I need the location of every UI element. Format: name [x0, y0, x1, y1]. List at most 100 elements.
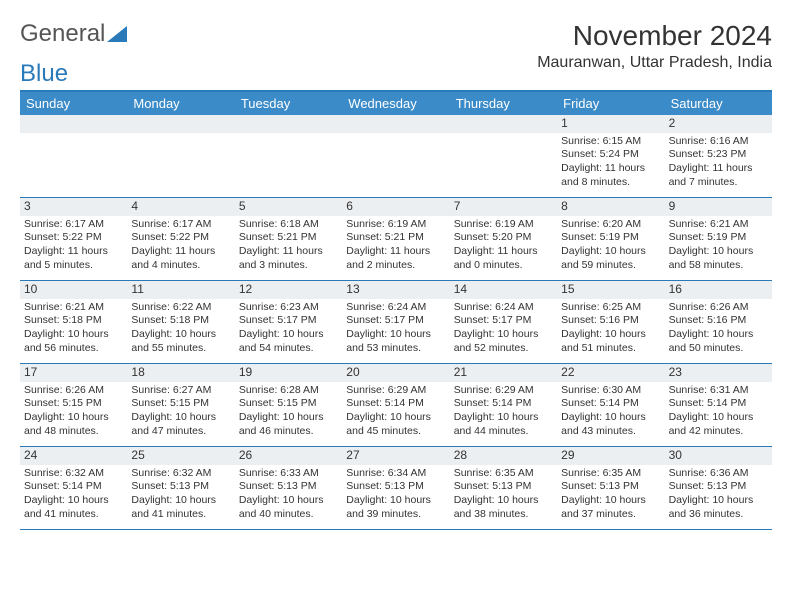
month-title: November 2024 [537, 20, 772, 52]
sunrise-text: Sunrise: 6:16 AM [669, 135, 768, 149]
daylight-text: Daylight: 11 hours [669, 162, 768, 176]
daylight-text: and 46 minutes. [239, 425, 338, 439]
daylight-text: Daylight: 10 hours [131, 411, 230, 425]
day-number: 3 [20, 198, 127, 216]
sunrise-text: Sunrise: 6:20 AM [561, 218, 660, 232]
sunrise-text: Sunrise: 6:29 AM [346, 384, 445, 398]
dayname-mon: Monday [127, 92, 234, 115]
sunrise-text: Sunrise: 6:24 AM [346, 301, 445, 315]
sunset-text: Sunset: 5:17 PM [454, 314, 553, 328]
sunrise-text: Sunrise: 6:28 AM [239, 384, 338, 398]
week-row: 1Sunrise: 6:15 AMSunset: 5:24 PMDaylight… [20, 115, 772, 198]
dayname-tue: Tuesday [235, 92, 342, 115]
daylight-text: Daylight: 10 hours [346, 328, 445, 342]
sunset-text: Sunset: 5:18 PM [24, 314, 123, 328]
day-number: 27 [342, 447, 449, 465]
sunset-text: Sunset: 5:14 PM [454, 397, 553, 411]
daylight-text: Daylight: 10 hours [24, 494, 123, 508]
daylight-text: Daylight: 10 hours [239, 494, 338, 508]
sunrise-text: Sunrise: 6:32 AM [24, 467, 123, 481]
sunrise-text: Sunrise: 6:26 AM [669, 301, 768, 315]
day-number: 20 [342, 364, 449, 382]
sunrise-text: Sunrise: 6:27 AM [131, 384, 230, 398]
sunrise-text: Sunrise: 6:15 AM [561, 135, 660, 149]
daylight-text: and 0 minutes. [454, 259, 553, 273]
day-number: 5 [235, 198, 342, 216]
day-cell: 18 Sunrise: 6:27 AMSunset: 5:15 PMDayligh… [127, 364, 234, 446]
daylight-text: Daylight: 10 hours [669, 494, 768, 508]
day-cell: 9Sunrise: 6:21 AMSunset: 5:19 PMDaylight… [665, 198, 772, 280]
logo-triangle-icon [107, 26, 127, 42]
daylight-text: and 48 minutes. [24, 425, 123, 439]
sunset-text: Sunset: 5:15 PM [131, 397, 230, 411]
daylight-text: and 39 minutes. [346, 508, 445, 522]
daylight-text: Daylight: 10 hours [561, 328, 660, 342]
logo: General [20, 20, 127, 48]
sunset-text: Sunset: 5:14 PM [669, 397, 768, 411]
day-cell: 2Sunrise: 6:16 AMSunset: 5:23 PMDaylight… [665, 115, 772, 197]
daylight-text: and 40 minutes. [239, 508, 338, 522]
empty-daynum [127, 115, 234, 133]
daylight-text: and 47 minutes. [131, 425, 230, 439]
day-cell: 21Sunrise: 6:29 AMSunset: 5:14 PMDayligh… [450, 364, 557, 446]
daylight-text: and 54 minutes. [239, 342, 338, 356]
sunset-text: Sunset: 5:17 PM [239, 314, 338, 328]
sunrise-text: Sunrise: 6:30 AM [561, 384, 660, 398]
daylight-text: and 55 minutes. [131, 342, 230, 356]
day-cell: 23Sunrise: 6:31 AMSunset: 5:14 PMDayligh… [665, 364, 772, 446]
day-number: 24 [20, 447, 127, 465]
day-cell: 4Sunrise: 6:17 AMSunset: 5:22 PMDaylight… [127, 198, 234, 280]
day-cell: 15Sunrise: 6:25 AMSunset: 5:16 PMDayligh… [557, 281, 664, 363]
week-row: 17Sunrise: 6:26 AMSunset: 5:15 PMDayligh… [20, 364, 772, 447]
daylight-text: Daylight: 11 hours [239, 245, 338, 259]
day-cell: 8Sunrise: 6:20 AMSunset: 5:19 PMDaylight… [557, 198, 664, 280]
sunrise-text: Sunrise: 6:23 AM [239, 301, 338, 315]
day-number: 10 [20, 281, 127, 299]
sunrise-text: Sunrise: 6:36 AM [669, 467, 768, 481]
day-cell: 24 Sunrise: 6:32 AMSunset: 5:14 PMDayligh… [20, 447, 127, 529]
day-number: 18 [127, 364, 234, 382]
empty-cell [235, 115, 342, 197]
daylight-text: Daylight: 10 hours [346, 494, 445, 508]
day-cell: 29Sunrise: 6:35 AMSunset: 5:13 PMDayligh… [557, 447, 664, 529]
week-row: 3Sunrise: 6:17 AMSunset: 5:22 PMDaylight… [20, 198, 772, 281]
empty-daynum [342, 115, 449, 133]
day-number: 21 [450, 364, 557, 382]
day-number: 7 [450, 198, 557, 216]
day-number: 17 [20, 364, 127, 382]
daylight-text: Daylight: 11 hours [454, 245, 553, 259]
day-cell: 16Sunrise: 6:26 AMSunset: 5:16 PMDayligh… [665, 281, 772, 363]
sunset-text: Sunset: 5:16 PM [561, 314, 660, 328]
sunset-text: Sunset: 5:13 PM [346, 480, 445, 494]
sunset-text: Sunset: 5:14 PM [24, 480, 123, 494]
sunrise-text: Sunrise: 6:29 AM [454, 384, 553, 398]
daylight-text: and 41 minutes. [131, 508, 230, 522]
empty-daynum [235, 115, 342, 133]
sunset-text: Sunset: 5:19 PM [669, 231, 768, 245]
daylight-text: and 43 minutes. [561, 425, 660, 439]
daylight-text: and 42 minutes. [669, 425, 768, 439]
dayname-wed: Wednesday [342, 92, 449, 115]
logo-text-1: General [20, 20, 105, 48]
daylight-text: Daylight: 10 hours [346, 411, 445, 425]
day-cell: 3Sunrise: 6:17 AMSunset: 5:22 PMDaylight… [20, 198, 127, 280]
sunrise-text: Sunrise: 6:35 AM [561, 467, 660, 481]
daylight-text: and 3 minutes. [239, 259, 338, 273]
daylight-text: and 37 minutes. [561, 508, 660, 522]
daylight-text: Daylight: 10 hours [669, 328, 768, 342]
sunset-text: Sunset: 5:14 PM [561, 397, 660, 411]
daylight-text: Daylight: 10 hours [561, 494, 660, 508]
sunrise-text: Sunrise: 6:22 AM [131, 301, 230, 315]
day-number: 26 [235, 447, 342, 465]
sunset-text: Sunset: 5:22 PM [131, 231, 230, 245]
sunrise-text: Sunrise: 6:17 AM [131, 218, 230, 232]
day-cell: 26Sunrise: 6:33 AMSunset: 5:13 PMDayligh… [235, 447, 342, 529]
daylight-text: Daylight: 11 hours [131, 245, 230, 259]
day-cell: 25Sunrise: 6:32 AMSunset: 5:13 PMDayligh… [127, 447, 234, 529]
daylight-text: Daylight: 10 hours [669, 245, 768, 259]
sunrise-text: Sunrise: 6:19 AM [346, 218, 445, 232]
sunset-text: Sunset: 5:15 PM [24, 397, 123, 411]
daylight-text: and 45 minutes. [346, 425, 445, 439]
sunset-text: Sunset: 5:16 PM [669, 314, 768, 328]
daylight-text: and 4 minutes. [131, 259, 230, 273]
